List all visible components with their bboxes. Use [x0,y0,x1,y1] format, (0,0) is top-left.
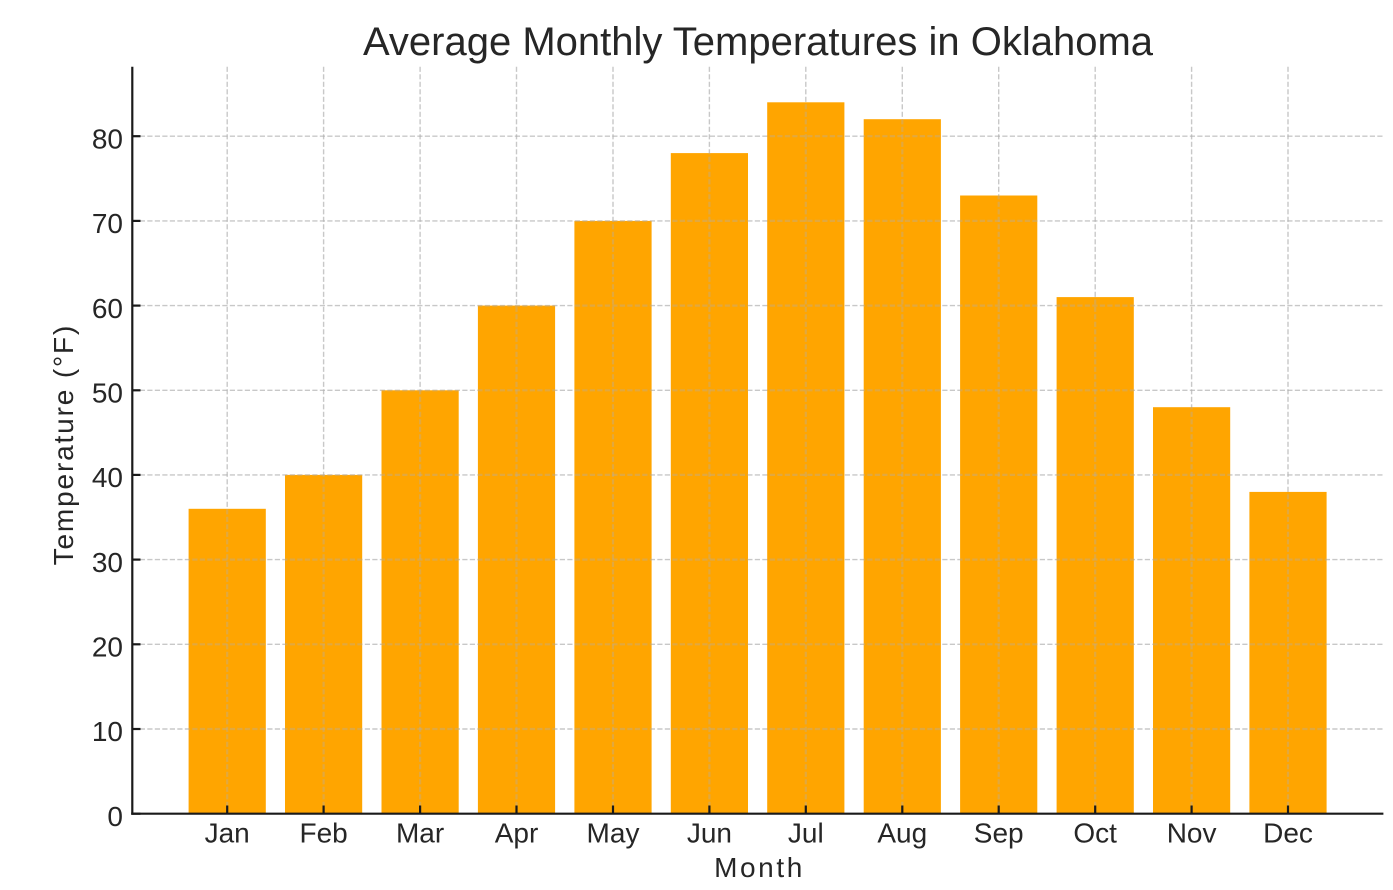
svg-text:Nov: Nov [1167,818,1217,849]
svg-text:Month: Month [714,852,805,883]
svg-text:0: 0 [107,801,123,832]
svg-text:Sep: Sep [974,818,1024,849]
svg-text:60: 60 [92,293,123,324]
svg-text:70: 70 [92,208,123,239]
svg-text:30: 30 [92,547,123,578]
svg-text:Average Monthly Temperatures i: Average Monthly Temperatures in Oklahoma [363,20,1154,64]
svg-text:Mar: Mar [396,818,444,849]
svg-text:Apr: Apr [495,818,539,849]
svg-text:20: 20 [92,632,123,663]
svg-text:50: 50 [92,378,123,409]
svg-text:May: May [587,818,640,849]
svg-text:Oct: Oct [1073,818,1117,849]
svg-text:Aug: Aug [877,818,927,849]
svg-text:Dec: Dec [1263,818,1313,849]
svg-text:80: 80 [92,123,123,154]
svg-text:10: 10 [92,716,123,747]
svg-text:Jan: Jan [205,818,250,849]
svg-text:Feb: Feb [299,818,347,849]
svg-text:Temperature (°F): Temperature (°F) [48,324,79,566]
svg-text:Jun: Jun [687,818,732,849]
svg-text:40: 40 [92,462,123,493]
svg-text:Jul: Jul [788,818,824,849]
